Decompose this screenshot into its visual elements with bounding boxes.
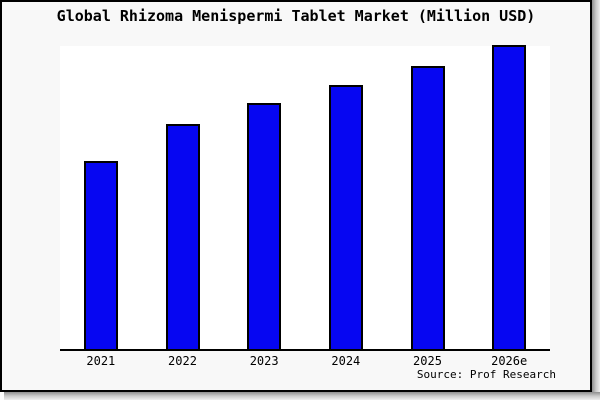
x-tick-label-2024: 2024	[331, 354, 361, 368]
bar-2024	[328, 85, 363, 349]
bar-2025	[410, 66, 445, 349]
x-tick-label-2022: 2022	[168, 354, 197, 368]
bar-2021	[83, 161, 118, 349]
x-tick-label-2025: 2025	[413, 354, 442, 368]
x-tick-label-2023: 2023	[249, 354, 279, 368]
plot-area	[60, 45, 550, 351]
bar-2022	[165, 124, 200, 349]
x-tick-label-2021: 2021	[86, 354, 116, 368]
bar-2023	[247, 103, 282, 349]
bevel-shadow-bottom	[4, 392, 600, 400]
chart-title: Global Rhizoma Menispermi Tablet Market …	[56, 7, 536, 25]
bevel-shadow-right	[592, 0, 600, 400]
source-note: Source: Prof Research	[416, 368, 556, 381]
bar-2026e	[492, 45, 527, 349]
x-tick-label-2026e: 2026e	[491, 354, 528, 368]
